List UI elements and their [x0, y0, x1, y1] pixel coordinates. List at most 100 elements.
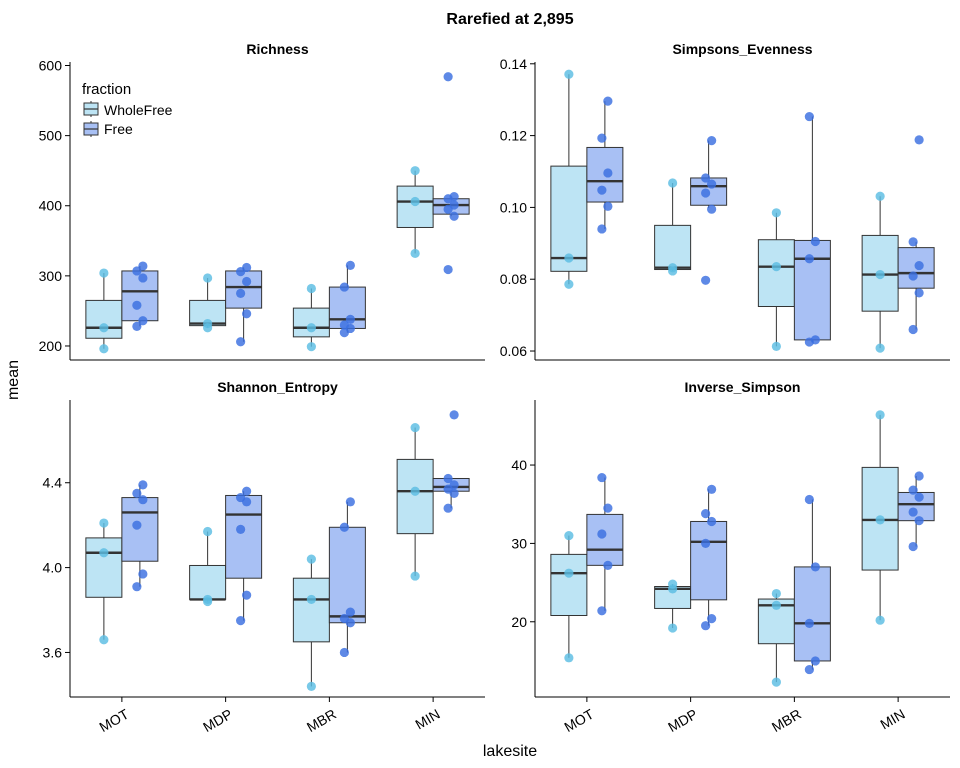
legend-title: fraction [82, 81, 131, 98]
point-free [914, 260, 924, 271]
y-tick-label: 600 [39, 58, 63, 74]
point-free [701, 509, 711, 519]
y-tick-label: 4.0 [43, 560, 63, 576]
point-free [603, 503, 613, 513]
box-wholefree-mot [550, 535, 588, 658]
point-free [707, 516, 717, 527]
point-free [707, 204, 717, 214]
panel-title: Inverse_Simpson [685, 379, 801, 395]
point-free [339, 647, 349, 658]
box-free-mdp [690, 140, 728, 209]
point-wholefree [564, 530, 574, 541]
box-wholefree-min [396, 170, 434, 254]
point-free [908, 324, 918, 335]
box-wholefree-mot [550, 74, 588, 285]
box-body [550, 553, 588, 617]
point-free [443, 264, 453, 275]
point-free [810, 562, 820, 572]
point-free [701, 173, 711, 183]
point-wholefree [203, 273, 213, 283]
point-wholefree [771, 262, 781, 272]
box-body [85, 537, 123, 598]
point-free [914, 516, 924, 526]
point-wholefree [564, 653, 574, 663]
x-tick-label: MOT [561, 706, 596, 736]
point-wholefree [875, 269, 885, 280]
point-free [597, 606, 607, 616]
panel-1: Simpsons_Evenness 0.06 0.08 0.10 0.12 0.14 [500, 41, 950, 361]
y-tick-label: 0.10 [500, 199, 527, 215]
x-axis-label: lakesite [483, 743, 537, 760]
point-wholefree [875, 410, 885, 420]
point-wholefree [410, 166, 420, 176]
point-free [804, 494, 814, 505]
point-wholefree [564, 69, 574, 79]
x-tick-label: MDP [665, 706, 700, 735]
y-tick-label: 0.06 [500, 343, 527, 359]
point-wholefree [771, 588, 781, 599]
point-wholefree [203, 526, 213, 537]
y-tick-label: 0.08 [500, 271, 527, 287]
point-free [701, 538, 711, 549]
point-free [804, 664, 814, 675]
point-free [345, 314, 355, 324]
box-body [793, 566, 831, 662]
point-wholefree [306, 323, 316, 333]
point-free [908, 541, 918, 552]
box-wholefree-mbr [292, 288, 330, 347]
point-wholefree [875, 515, 885, 525]
point-free [236, 288, 246, 298]
panel-0: Richness 200 300 400 500 600 [39, 41, 485, 361]
point-wholefree [203, 318, 213, 329]
panel-2: Shannon_Entropy 3.6 4.0 4.4 MOT MDP MBR MIN [43, 379, 485, 735]
point-free [449, 192, 459, 202]
point-free [707, 136, 717, 146]
point-free [449, 200, 459, 210]
box-body [757, 239, 795, 308]
point-free [804, 254, 814, 264]
box-free-min [897, 241, 935, 330]
x-tick-label: MIN [877, 706, 907, 733]
point-free [236, 616, 246, 626]
box-wholefree-mdp [654, 182, 692, 271]
box-body [292, 307, 330, 338]
point-free [339, 282, 349, 292]
point-wholefree [564, 568, 574, 578]
panel-title: Shannon_Entropy [217, 379, 338, 395]
point-free [914, 492, 924, 502]
point-wholefree [203, 594, 213, 605]
point-free [908, 271, 918, 281]
point-free [132, 582, 142, 592]
point-wholefree [771, 208, 781, 218]
y-tick-label: 200 [39, 338, 63, 354]
point-free [443, 473, 453, 484]
panel-title: Richness [246, 41, 308, 57]
point-free [443, 503, 453, 513]
y-tick-label: 300 [39, 268, 63, 284]
legend-key-wholefree [83, 101, 99, 117]
point-free [345, 607, 355, 617]
point-wholefree [410, 248, 420, 259]
point-wholefree [306, 283, 316, 294]
point-free [701, 188, 711, 198]
box-wholefree-mbr [292, 559, 330, 687]
y-tick-label: 400 [39, 198, 63, 214]
point-free [242, 590, 252, 600]
box-wholefree-mot [85, 523, 123, 640]
y-tick-label: 0.14 [500, 56, 527, 72]
point-wholefree [99, 268, 109, 278]
box-body [85, 299, 123, 339]
point-free [242, 486, 252, 496]
point-free [804, 618, 814, 628]
point-free [132, 300, 142, 310]
point-wholefree [564, 253, 574, 263]
point-free [132, 520, 142, 530]
point-wholefree [306, 342, 316, 352]
box-free-mbr [793, 499, 831, 670]
box-free-mdp [690, 489, 728, 626]
point-free [242, 276, 252, 287]
point-free [597, 185, 607, 195]
point-free [914, 288, 924, 298]
box-free-mdp [225, 267, 263, 342]
